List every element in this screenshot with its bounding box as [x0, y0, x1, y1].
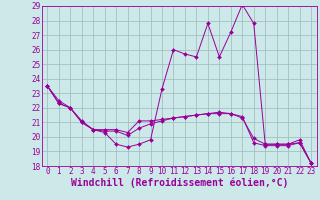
X-axis label: Windchill (Refroidissement éolien,°C): Windchill (Refroidissement éolien,°C)	[70, 178, 288, 188]
